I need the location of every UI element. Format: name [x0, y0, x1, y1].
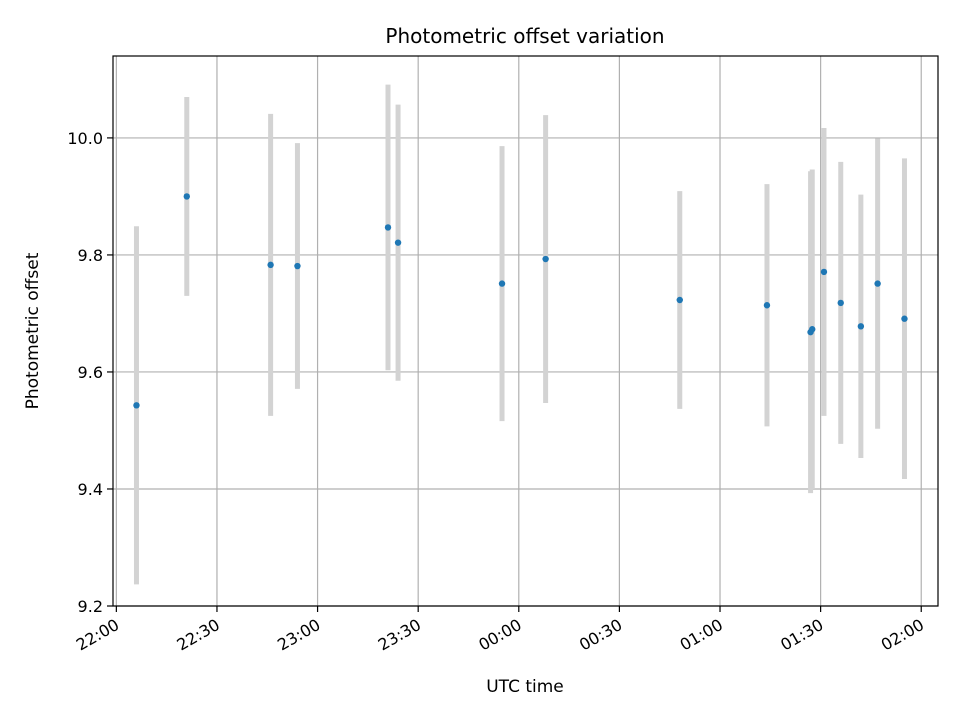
data-point [294, 262, 301, 270]
chart-title: Photometric offset variation [385, 24, 664, 48]
data-point [394, 239, 402, 246]
data-point [820, 268, 828, 276]
data-point [809, 326, 816, 333]
data-point [133, 402, 140, 409]
data-point [384, 224, 392, 231]
grid [113, 56, 938, 607]
y-tick-label: 10.0 [67, 129, 103, 148]
y-tick-label: 9.2 [78, 597, 103, 616]
y-tick-label: 9.4 [78, 480, 103, 499]
data-points [133, 193, 908, 409]
x-axis-label: UTC time [486, 677, 564, 697]
y-axis-label: Photometric offset [23, 252, 43, 409]
data-point [901, 315, 908, 322]
data-point [837, 299, 844, 307]
y-axis-ticks: 9.2 9.4 9.6 9.8 10.0 [67, 129, 113, 616]
data-point [183, 193, 190, 200]
data-point [676, 296, 683, 304]
data-point [857, 323, 865, 330]
plot-frame [112, 55, 939, 607]
data-point [763, 302, 771, 309]
y-tick-label: 9.6 [78, 363, 103, 382]
data-point [542, 255, 549, 263]
y-tick-label: 9.8 [78, 246, 103, 265]
data-point [498, 280, 506, 287]
data-point [874, 280, 881, 287]
data-point [267, 261, 274, 269]
